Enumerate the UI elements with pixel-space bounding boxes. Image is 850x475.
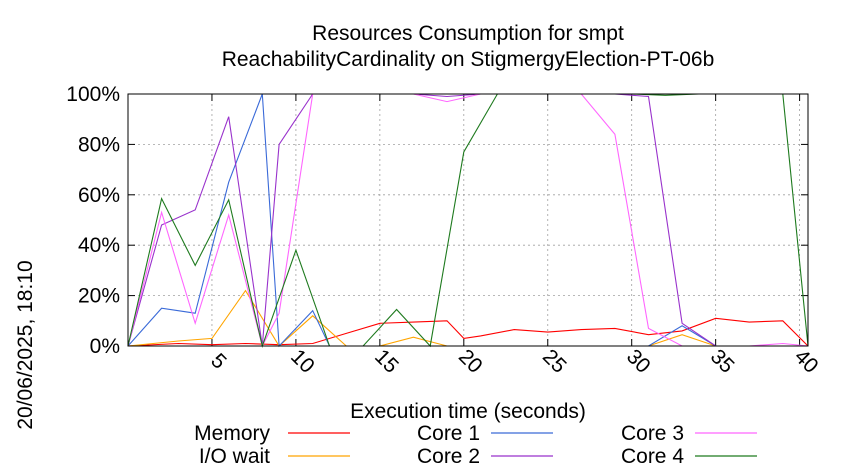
series-lines [127,93,809,348]
series-line-memory [127,317,809,347]
x-tick-label: 25 [538,345,571,378]
x-tick-label: 5 [206,349,231,374]
side-timestamp: 20/06/2025, 18:10 [14,260,37,429]
legend-label-core-2: Core 2 [417,445,480,468]
x-tick-label: 40 [790,345,823,378]
legend-label-core-4: Core 4 [621,445,684,468]
legend-label-i-o-wait: I/O wait [199,445,270,468]
x-tick-label: 20 [454,345,487,378]
y-tick-label: 80% [78,133,120,156]
series-line-core-2 [127,93,808,347]
y-tick-label: 40% [78,234,120,257]
chart-title: Resources Consumption for smpt [312,22,624,45]
plot-border [127,93,809,347]
x-tick-label: 35 [706,345,739,378]
legend-label-core-1: Core 1 [417,422,480,445]
x-tick-label: 30 [622,345,655,378]
x-tick-label: 15 [370,345,403,378]
y-tick-label: 20% [78,285,120,308]
y-tick-label: 0% [90,335,120,358]
series-line-core-3 [127,93,809,348]
legend-label-core-3: Core 3 [621,422,684,445]
x-axis-label: Execution time (seconds) [350,400,586,423]
y-tick-label: 100% [66,83,120,106]
chart-subtitle: ReachabilityCardinality on StigmergyElec… [222,48,715,71]
y-tick-label: 60% [78,184,120,207]
y-axis-ticks: 0% 20% 40% 60% 80% 100% [66,83,808,358]
x-tick-label: 10 [286,345,319,378]
legend-label-memory: Memory [194,422,270,445]
x-axis-ticks: 5 10 15 20 25 30 35 40 [206,94,823,378]
